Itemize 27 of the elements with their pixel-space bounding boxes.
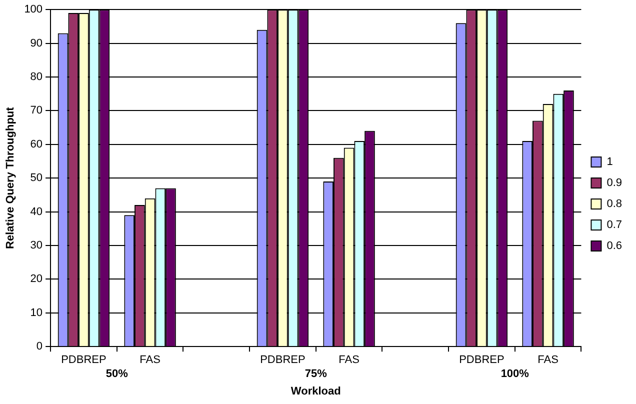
y-tick-label: 70 xyxy=(30,104,43,117)
x-tick-label: FAS xyxy=(538,354,558,366)
y-tick-label: 10 xyxy=(30,306,43,319)
text: 100% xyxy=(500,368,530,380)
legend-label: 1 xyxy=(606,156,613,168)
legend-label: 0.8 xyxy=(606,198,622,210)
legend-label: 0.9 xyxy=(606,177,622,190)
y-tick-label: 80 xyxy=(30,71,43,84)
x-tick-label: FAS xyxy=(338,354,360,366)
y-tick-label: 30 xyxy=(30,240,43,252)
y-tick-label: 0 xyxy=(36,340,43,353)
y-tick-label: 100 xyxy=(24,4,43,16)
x-tick-label: PDBREP xyxy=(61,354,106,366)
y-tick-label: 20 xyxy=(30,273,43,286)
x-tick-label: PDBREP xyxy=(260,354,306,366)
y-tick-label: 40 xyxy=(30,206,43,218)
x-axis-title: Workload xyxy=(290,385,341,398)
legend-label: 0.6 xyxy=(606,240,622,252)
x-tick-label: PDBREP xyxy=(459,354,504,366)
y-axis-title: Relative Query Throughput xyxy=(4,106,17,249)
y-tick-label: 50 xyxy=(30,172,43,184)
y-tick-label: 60 xyxy=(30,138,43,150)
y-tick-label: 90 xyxy=(30,37,43,50)
text: 50% xyxy=(106,368,128,380)
legend-label: 0.7 xyxy=(606,219,622,232)
text: 75% xyxy=(304,368,328,380)
x-tick-label: FAS xyxy=(140,354,160,366)
